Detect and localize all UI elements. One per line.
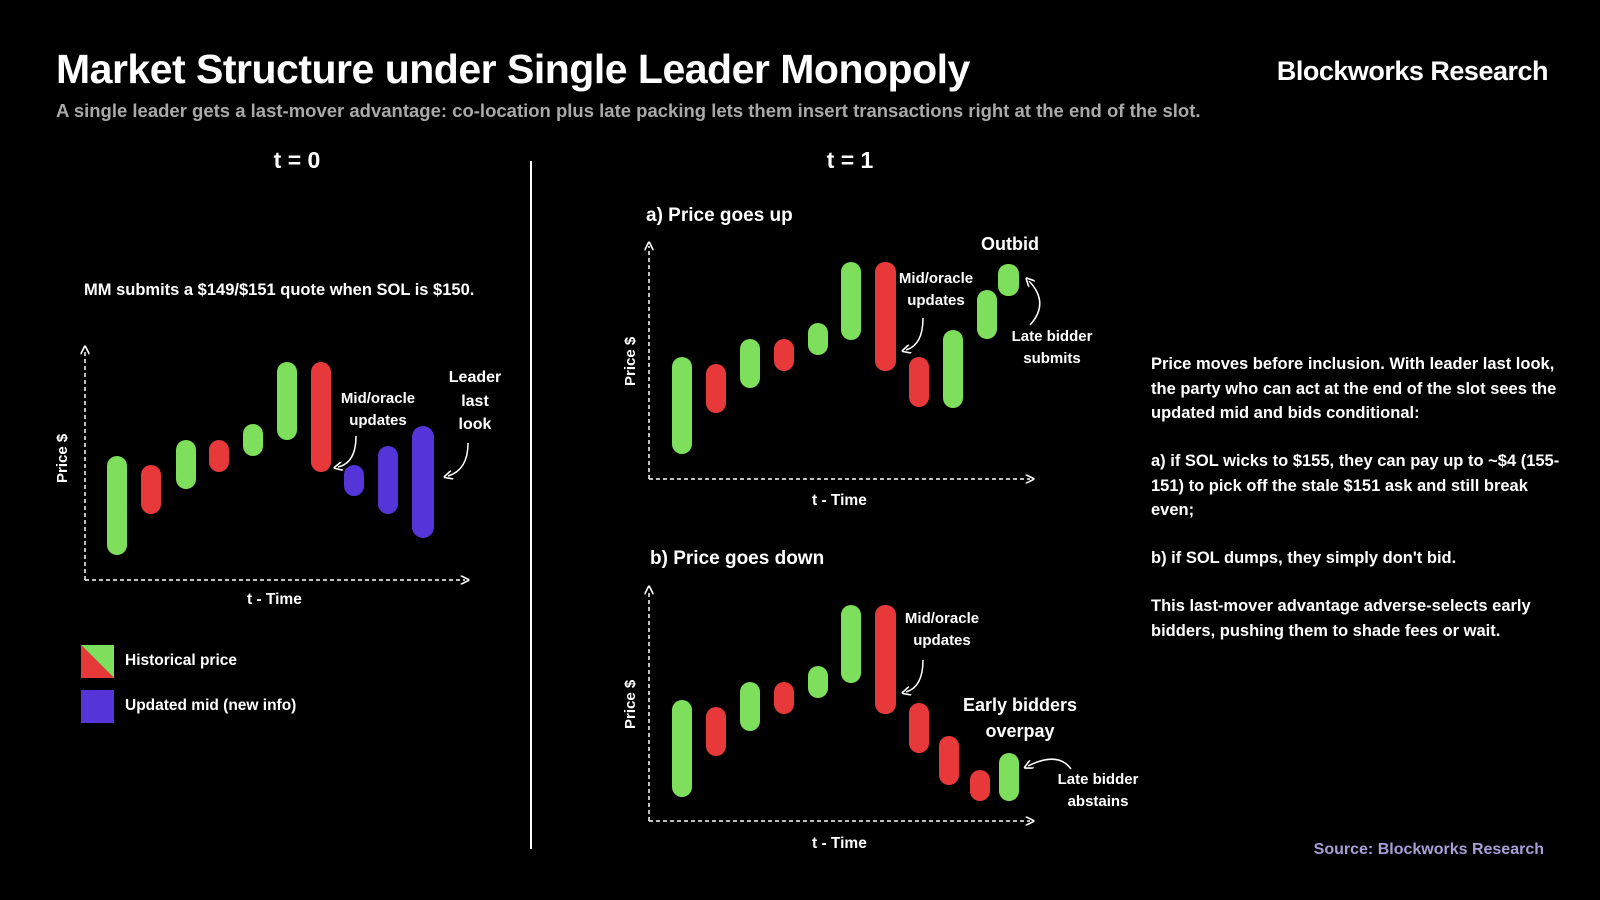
candle: [706, 364, 726, 413]
panel-b-y-axis-label: Price $: [622, 679, 639, 729]
candle: [808, 323, 828, 355]
candle: [774, 682, 794, 714]
candle: [999, 753, 1019, 801]
explanation-p3: b) if SOL dumps, they simply don't bid.: [1151, 549, 1457, 567]
candle: [740, 339, 760, 388]
explanation-p2: a) if SOL wicks to $155, they can pay up…: [1151, 452, 1560, 519]
candle: [841, 605, 861, 683]
panel-a-axes: [649, 246, 1030, 479]
panel-a-late-arrow: [1029, 281, 1041, 326]
candle: [909, 703, 929, 753]
panel-a-y-axis-label: Price $: [622, 336, 639, 386]
left-x-axis-label: t - Time: [247, 591, 302, 608]
candle: [774, 339, 794, 371]
green-red-split-swatch-icon: [81, 645, 114, 678]
panel-b-axes: [649, 590, 1030, 821]
candle: [107, 456, 127, 555]
mid-update-arrow: [338, 435, 357, 467]
legend-historical-label: Historical price: [125, 652, 237, 669]
purple-swatch-icon: [81, 690, 114, 723]
panel-b-candles: [672, 605, 1019, 801]
left-candles: [107, 362, 434, 555]
candle: [243, 424, 263, 456]
left-axes: [85, 350, 465, 580]
leader-annotation: Leader last look: [448, 369, 502, 433]
candle: [706, 707, 726, 756]
panel-a-candles: [672, 262, 1019, 454]
panel-a-outbid-annotation: Outbid: [981, 234, 1039, 254]
candle: [176, 440, 196, 489]
candle: [808, 666, 828, 698]
candle: [311, 362, 331, 472]
panel-b-mid-annotation: Mid/oracle updates: [904, 610, 980, 649]
panel-a-mid-annotation: Mid/oracle updates: [898, 270, 974, 309]
panel-b-label: b) Price goes down: [650, 548, 825, 569]
panel-b-late-arrow: [1028, 758, 1072, 770]
candle: [412, 426, 434, 538]
candle: [141, 465, 161, 514]
leader-look-arrow: [448, 442, 469, 476]
panel-b-late-annotation: Late bidder abstains: [1057, 771, 1139, 810]
candle: [977, 290, 997, 339]
source-credit: Source: Blockworks Research: [1313, 841, 1544, 858]
page-subtitle: A single leader gets a last-mover advant…: [56, 100, 1201, 121]
candle: [841, 262, 861, 340]
candle: [909, 357, 929, 407]
candle: [344, 465, 364, 496]
explanation-p1: Price moves before inclusion. With leade…: [1151, 355, 1557, 422]
panel-a-x-axis-label: t - Time: [812, 492, 867, 509]
panel-a-late-annotation: Late bidder submits: [1011, 328, 1093, 367]
panel-a-mid-arrow: [906, 317, 924, 350]
explanation-p4: This last-mover advantage adverse-select…: [1151, 597, 1531, 640]
candle: [875, 262, 896, 371]
candle: [998, 264, 1019, 296]
candle: [740, 682, 760, 731]
candle: [939, 736, 959, 785]
candle: [209, 440, 229, 472]
panel-b-mid-arrow: [906, 659, 924, 692]
candle: [672, 357, 692, 454]
candle: [277, 362, 297, 440]
brand-logo-text: Blockworks Research: [1276, 56, 1549, 86]
section-divider: [530, 161, 532, 849]
t1-heading: t = 1: [826, 147, 874, 173]
candle: [672, 700, 692, 797]
panel-a-label: a) Price goes up: [646, 205, 793, 226]
candle: [970, 770, 990, 801]
panel-b-x-axis-label: t - Time: [812, 835, 867, 852]
page-title: Market Structure under Single Leader Mon…: [56, 46, 970, 92]
left-y-axis-label: Price $: [54, 433, 71, 483]
quote-text: MM submits a $149/$151 quote when SOL is…: [84, 281, 475, 299]
candle: [875, 605, 896, 714]
candle: [943, 330, 963, 408]
t0-heading: t = 0: [273, 147, 321, 173]
candle: [378, 446, 398, 514]
left-mid-annotation: Mid/oracle updates: [340, 390, 416, 429]
panel-b-early-annotation: Early bidders overpay: [962, 695, 1078, 741]
legend-updated-mid-label: Updated mid (new info): [125, 697, 297, 714]
